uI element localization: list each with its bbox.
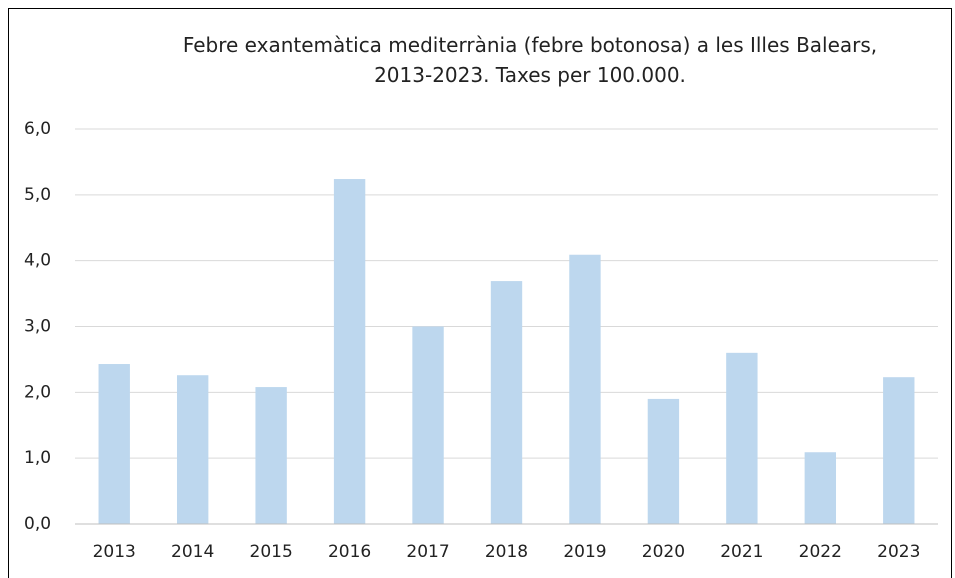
x-tick-label: 2019 xyxy=(563,542,606,562)
bar xyxy=(726,352,758,524)
x-tick-label: 2022 xyxy=(799,542,842,562)
y-tick-label: 3,0 xyxy=(24,317,51,337)
x-tick-label: 2014 xyxy=(171,542,214,562)
chart-title: Febre exantemàtica mediterrània (febre b… xyxy=(182,33,878,87)
y-tick-label: 2,0 xyxy=(24,382,51,402)
bar xyxy=(176,375,209,524)
bar xyxy=(255,387,287,524)
y-tick-label: 4,0 xyxy=(24,251,51,271)
bar xyxy=(883,377,915,524)
y-tick-label: 0,0 xyxy=(24,514,51,534)
x-tick-label: 2017 xyxy=(406,542,449,562)
x-tick-label: 2018 xyxy=(485,542,528,562)
x-tick-label: 2020 xyxy=(642,542,685,562)
bar xyxy=(804,452,837,524)
bar xyxy=(490,281,523,524)
bar xyxy=(647,398,680,524)
y-tick-label: 1,0 xyxy=(24,448,51,468)
bar xyxy=(569,254,601,524)
x-tick-label: 2013 xyxy=(93,542,136,562)
bar xyxy=(333,179,366,525)
x-tick-label: 2016 xyxy=(328,542,371,562)
y-tick-label: 5,0 xyxy=(24,185,51,205)
bar xyxy=(98,364,130,524)
chart-border xyxy=(8,8,952,578)
x-tick-label: 2023 xyxy=(877,542,920,562)
bar xyxy=(412,326,444,524)
y-tick-label: 6,0 xyxy=(24,119,51,139)
x-tick-label: 2021 xyxy=(720,542,763,562)
x-tick-label: 2015 xyxy=(250,542,293,562)
